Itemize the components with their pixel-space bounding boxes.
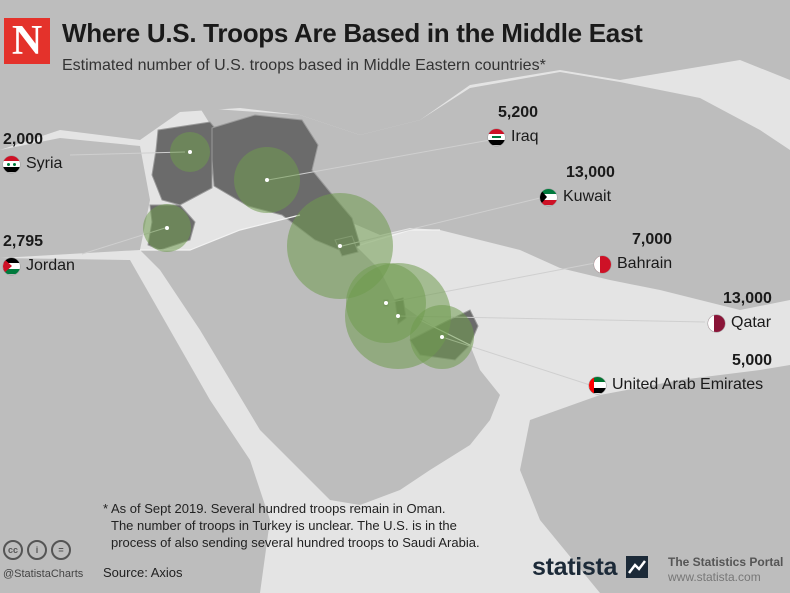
- statista-handle: @StatistaCharts: [3, 568, 84, 580]
- center-dot: [165, 226, 169, 230]
- bubble-centers: [165, 150, 444, 339]
- footnote-line-3: process of also sending several hundred …: [111, 535, 480, 550]
- land-region: [520, 365, 790, 593]
- label-bahrain: 7,000 Bahrain: [594, 231, 672, 273]
- page-title: Where U.S. Troops Are Based in the Middl…: [62, 18, 643, 48]
- footnote-line-2: The number of troops in Turkey is unclea…: [111, 518, 457, 533]
- land-region: [0, 0, 790, 150]
- land-region: [0, 258, 270, 593]
- qatar-value: 13,000: [723, 290, 772, 307]
- bahrain-value: 7,000: [632, 231, 673, 248]
- statista-brand: statista: [532, 553, 618, 581]
- logo-letter: N: [11, 18, 43, 64]
- statistics-portal-label: The Statistics Portal: [668, 555, 784, 569]
- label-iraq: 5,200 Iraq: [488, 104, 539, 146]
- kuwait-flag-icon: [540, 188, 557, 206]
- qatar-flag-icon: [708, 314, 725, 332]
- cc-icon: cc: [3, 540, 23, 560]
- statista-icon: [626, 556, 648, 578]
- center-dot: [188, 150, 192, 154]
- center-dot: [440, 335, 444, 339]
- iraq-name: Iraq: [511, 128, 539, 145]
- footnote: * As of Sept 2019. Several hundred troop…: [103, 500, 480, 551]
- center-dot: [265, 178, 269, 182]
- center-dot: [396, 314, 400, 318]
- iraq-flag-icon: [488, 128, 505, 146]
- attribution-icon: i: [27, 540, 47, 560]
- label-kuwait: 13,000 Kuwait: [540, 164, 615, 206]
- iraq-value: 5,200: [498, 104, 539, 121]
- uae-value: 5,000: [732, 352, 773, 369]
- center-dot: [384, 301, 388, 305]
- no-derivatives-icon: =: [51, 540, 71, 560]
- license-icons: cc i =: [3, 540, 71, 560]
- syria-flag-icon: [3, 155, 20, 173]
- kuwait-name: Kuwait: [563, 188, 612, 205]
- kuwait-value: 13,000: [566, 164, 615, 181]
- land-region: [140, 215, 500, 505]
- leader-iraq: [267, 139, 491, 181]
- bahrain-flag-icon: [594, 255, 611, 273]
- bahrain-name: Bahrain: [617, 255, 673, 272]
- label-syria: 2,000 Syria: [3, 131, 62, 173]
- leader-syria: [69, 151, 186, 156]
- land-region: [0, 138, 150, 258]
- uae-flag-icon: [589, 376, 606, 394]
- label-uae: 5,000 United Arab Emirates: [589, 352, 772, 394]
- statistics-portal-url: www.statista.com: [668, 570, 761, 584]
- source-note: Source: Axios: [103, 565, 183, 580]
- uae-name: United Arab Emirates: [612, 376, 764, 393]
- qatar-name: Qatar: [731, 314, 772, 331]
- jordan-flag-icon: [3, 257, 20, 275]
- label-jordan: 2,795 Jordan: [3, 233, 75, 275]
- footnote-line-1: * As of Sept 2019. Several hundred troop…: [103, 501, 446, 516]
- syria-value: 2,000: [3, 131, 44, 148]
- label-qatar: 13,000 Qatar: [708, 290, 772, 332]
- jordan-name: Jordan: [26, 257, 75, 274]
- syria-name: Syria: [26, 155, 63, 172]
- land-region: [200, 72, 790, 310]
- jordan-value: 2,795: [3, 233, 44, 250]
- page-subtitle: Estimated number of U.S. troops based in…: [62, 57, 546, 74]
- newsweek-logo: N: [4, 18, 50, 64]
- center-dot: [338, 244, 342, 248]
